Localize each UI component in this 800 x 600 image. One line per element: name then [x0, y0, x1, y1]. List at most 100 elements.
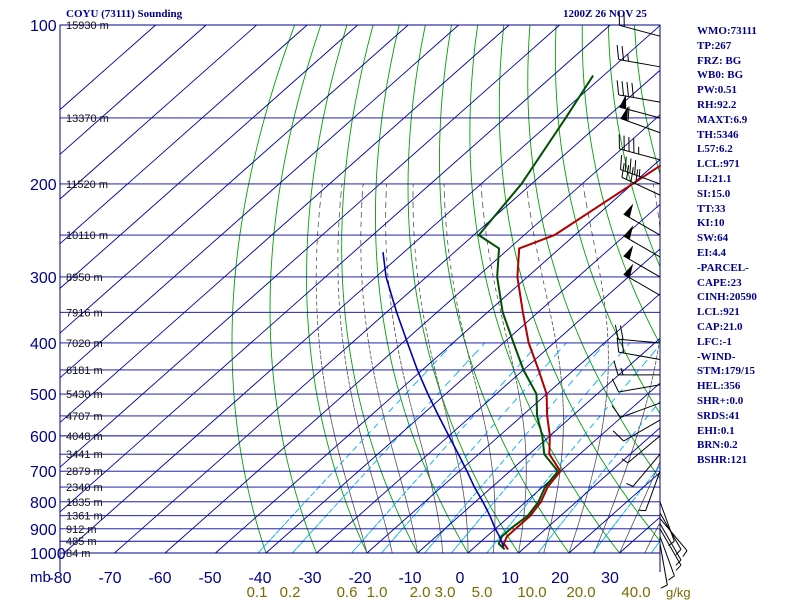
- mixing-ratio-line: [601, 364, 612, 376]
- dry-adiabat: [322, 424, 325, 429]
- mixing-ratio-label: 10.0: [517, 584, 546, 600]
- mixing-ratio-line: [442, 443, 450, 451]
- moist-adiabat: [422, 312, 425, 319]
- dry-adiabat: [589, 132, 593, 147]
- barb-half: [675, 564, 682, 571]
- dry-adiabat: [447, 269, 451, 277]
- dry-adiabat: [315, 146, 319, 160]
- dry-adiabat: [515, 548, 518, 551]
- barb-full: [633, 138, 635, 153]
- dry-adiabat: [233, 276, 236, 285]
- dry-adiabat: [538, 330, 542, 338]
- wind-barb: [612, 419, 661, 442]
- moist-adiabat: [324, 384, 326, 390]
- dry-adiabat: [338, 480, 340, 485]
- dry-adiabat: [312, 369, 315, 375]
- dry-adiabat: [549, 359, 553, 365]
- trace-segment: [544, 470, 559, 489]
- dry-adiabat: [459, 324, 463, 332]
- dry-adiabat: [380, 471, 383, 475]
- moist-adiabat: [595, 454, 598, 458]
- dry-adiabat: [434, 489, 437, 494]
- dry-adiabat: [613, 234, 617, 245]
- isotherm: [59, 24, 156, 110]
- dry-adiabat: [383, 85, 388, 103]
- index-item: WB0: BG: [697, 69, 744, 82]
- moist-adiabat: [384, 419, 387, 425]
- trace-segment: [382, 251, 387, 278]
- mixing-ratio-line: [391, 501, 398, 508]
- dry-adiabat: [631, 504, 635, 508]
- dry-adiabat: [462, 543, 465, 547]
- dry-adiabat: [309, 348, 312, 355]
- dry-adiabat: [549, 252, 553, 262]
- moist-adiabat: [319, 348, 321, 355]
- moist-adiabat: [622, 474, 625, 478]
- barb-pennant: [619, 94, 627, 109]
- dry-adiabat: [655, 159, 660, 173]
- dry-adiabat: [309, 536, 312, 539]
- barb-full: [621, 81, 625, 96]
- moist-adiabat: [326, 398, 329, 404]
- dry-adiabat: [546, 520, 550, 524]
- moist-adiabat: [433, 495, 435, 500]
- moist-adiabat: [397, 348, 400, 355]
- mixing-ratio-line: [552, 528, 558, 535]
- dry-adiabat: [597, 291, 602, 299]
- barb-staff: [620, 169, 661, 185]
- dry-adiabat: [279, 424, 281, 429]
- mixing-ratio-line: [603, 533, 608, 540]
- wind-barb: [613, 360, 660, 376]
- dry-adiabat: [256, 132, 261, 147]
- dry-adiabat: [514, 252, 518, 262]
- moist-adiabat: [338, 215, 340, 226]
- trace-segment: [406, 342, 419, 371]
- moist-adiabat: [609, 510, 612, 514]
- dry-adiabat: [615, 480, 618, 485]
- moist-adiabat: [362, 443, 365, 448]
- index-item: -WIND-: [697, 350, 736, 363]
- dry-adiabat: [559, 284, 563, 292]
- moist-adiabat: [603, 415, 605, 421]
- dry-adiabat: [480, 252, 483, 262]
- moist-adiabat: [394, 331, 397, 338]
- dry-adiabat: [473, 474, 476, 478]
- moist-adiabat: [358, 523, 360, 527]
- moist-adiabat: [592, 471, 594, 475]
- index-item: EHI:0.1: [697, 424, 735, 437]
- moist-adiabat: [431, 486, 434, 491]
- moist-adiabat: [383, 518, 385, 522]
- moist-adiabat: [596, 543, 599, 547]
- moist-adiabat: [657, 342, 660, 349]
- mixing-ratio-line: [489, 501, 495, 508]
- moist-adiabat: [363, 305, 366, 313]
- dry-adiabat: [430, 480, 433, 485]
- moist-adiabat: [549, 312, 552, 319]
- moist-adiabat: [628, 457, 631, 462]
- dry-adiabat: [591, 443, 595, 448]
- mixing-ratio-line: [412, 477, 419, 485]
- moist-adiabat: [485, 428, 487, 433]
- dry-adiabat: [264, 102, 270, 119]
- dry-adiabat: [551, 364, 555, 371]
- moist-adiabat: [456, 457, 458, 462]
- barb-full: [625, 165, 630, 180]
- pressure-tick-label: 700: [30, 464, 57, 481]
- dry-adiabat: [645, 523, 649, 527]
- height-label: 2879 m: [66, 466, 103, 478]
- dry-adiabat: [275, 398, 277, 404]
- index-item: L57:6.2: [697, 143, 733, 156]
- dry-adiabat: [358, 398, 361, 404]
- dry-adiabat: [342, 183, 345, 196]
- moist-adiabat: [351, 398, 354, 404]
- moist-adiabat: [382, 411, 384, 417]
- trace-segment: [494, 528, 501, 538]
- dry-adiabat: [499, 46, 503, 67]
- isotherm: [59, 24, 510, 423]
- mixing-ratio-line: [636, 489, 642, 497]
- dry-adiabat: [653, 533, 657, 537]
- mixing-ratio-line: [553, 464, 561, 472]
- dry-adiabat: [457, 439, 461, 444]
- dry-adiabat: [587, 510, 591, 514]
- moist-adiabat: [489, 450, 491, 455]
